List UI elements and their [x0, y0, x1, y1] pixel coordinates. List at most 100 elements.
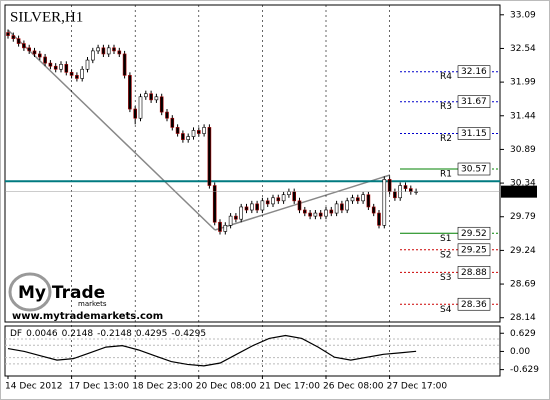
y-tick-label: 31.99 [510, 78, 536, 88]
candle-body [408, 188, 413, 192]
y-tick-label: 31.44 [510, 111, 536, 121]
last-label: 30.20 [509, 187, 535, 197]
candle-body [32, 50, 37, 55]
candle-body [361, 194, 365, 202]
candle-body [85, 59, 90, 70]
candle-body [159, 96, 164, 113]
pivot-box [457, 95, 491, 108]
candle-body [281, 194, 286, 202]
ind-tick-label: 0.629 [510, 329, 536, 339]
candle-body [80, 68, 84, 79]
x-tick-label: 26 Dec 08:00 [323, 382, 384, 392]
pivot-box [457, 65, 491, 79]
ind-label-part: 0.0046 [26, 329, 58, 339]
candle-body [255, 203, 259, 211]
candle-body [329, 209, 334, 214]
trend-line [214, 174, 391, 231]
candle-body [371, 206, 376, 214]
candle-body [287, 191, 291, 196]
candle-body [382, 179, 387, 226]
ind-label-part: DF [10, 329, 22, 339]
candle-body [59, 64, 63, 70]
candle-body [228, 215, 233, 226]
candle-body [271, 197, 275, 205]
ind-line [7, 334, 417, 367]
candle-body [292, 191, 297, 202]
candle-body [403, 185, 408, 189]
candle-body [170, 117, 175, 128]
pivot-name: R1 [440, 170, 452, 180]
candle-body [112, 47, 116, 52]
candle-body [154, 96, 159, 101]
pivot-value: 31.15 [461, 129, 487, 139]
candle-body [393, 191, 397, 199]
logo-brand: My Trade [18, 283, 105, 303]
candle-body [239, 206, 243, 220]
pivot-box [457, 297, 491, 311]
pivot-value: 28.36 [461, 300, 487, 310]
candle-body [91, 50, 95, 61]
candle-body [138, 96, 143, 119]
logo-ring [8, 272, 52, 312]
candle-body [75, 75, 79, 79]
y-tick-label: 29.79 [510, 212, 536, 222]
candle-body [355, 197, 360, 202]
candle-body [27, 47, 32, 52]
candle-body [16, 38, 21, 44]
y-tick-label: 30.89 [510, 145, 536, 155]
candle-body [96, 47, 100, 52]
pivot-name: S3 [440, 273, 451, 283]
candle-body [11, 35, 16, 39]
pivot-box [457, 243, 491, 257]
y-tick-label: 33.09 [510, 10, 536, 20]
y-tick-label: 28.69 [510, 280, 536, 290]
candle-body [207, 127, 212, 186]
candle-body [313, 212, 318, 217]
candle-body [297, 200, 302, 211]
candle-body [69, 72, 74, 76]
pivot-box [457, 162, 491, 176]
candle-body [128, 75, 132, 110]
trend-line [7, 29, 216, 231]
pivot-name: S4 [440, 305, 452, 315]
candle-body [149, 93, 153, 101]
ind-tick-label: -0.629 [510, 365, 539, 375]
candle-body [175, 127, 180, 134]
ind-label-part: 0.2148 [62, 329, 94, 339]
candle-body [223, 225, 228, 232]
candle-body [106, 47, 111, 55]
candle-body [308, 212, 312, 217]
candle-body [324, 209, 328, 217]
pivot-value: 30.57 [461, 165, 487, 175]
candle-body [48, 62, 53, 67]
main-pane [4, 4, 501, 323]
y-tick-label: 29.24 [510, 246, 536, 256]
candle-body [276, 197, 281, 202]
y-tick-label: 32.54 [510, 44, 536, 54]
candle-body [6, 32, 10, 36]
x-tick-label: 17 Dec 13:00 [69, 382, 130, 392]
candle-body [265, 200, 270, 205]
chart-title: SILVER,H1 [10, 9, 83, 25]
candle-body [302, 209, 307, 214]
pivot-value: 31.67 [461, 97, 487, 107]
pivot-name: S1 [440, 234, 451, 244]
candle-body [366, 194, 371, 208]
last-box [501, 185, 537, 198]
candle-body [122, 53, 127, 76]
logo: My Trade markets www.mytrademarkets.com [8, 272, 163, 322]
pivot-value: 28.88 [461, 268, 487, 278]
candle-body [22, 43, 26, 49]
y-tick-label: 30.34 [510, 179, 536, 189]
ind-label: DF 0.0046 0.2148 -0.2148 0.4295 -0.4295 [10, 329, 206, 339]
x-tick-label: 21 Dec 17:00 [259, 382, 320, 392]
pivot-box [457, 226, 491, 240]
logo-url: www.mytrademarkets.com [12, 311, 163, 322]
x-tick-label: 27 Dec 17:00 [387, 382, 448, 392]
candle-body [101, 47, 106, 55]
ind-label-part: -0.4295 [171, 329, 206, 339]
pivot-value: 29.52 [461, 229, 487, 239]
pivot-name: R2 [440, 134, 452, 144]
